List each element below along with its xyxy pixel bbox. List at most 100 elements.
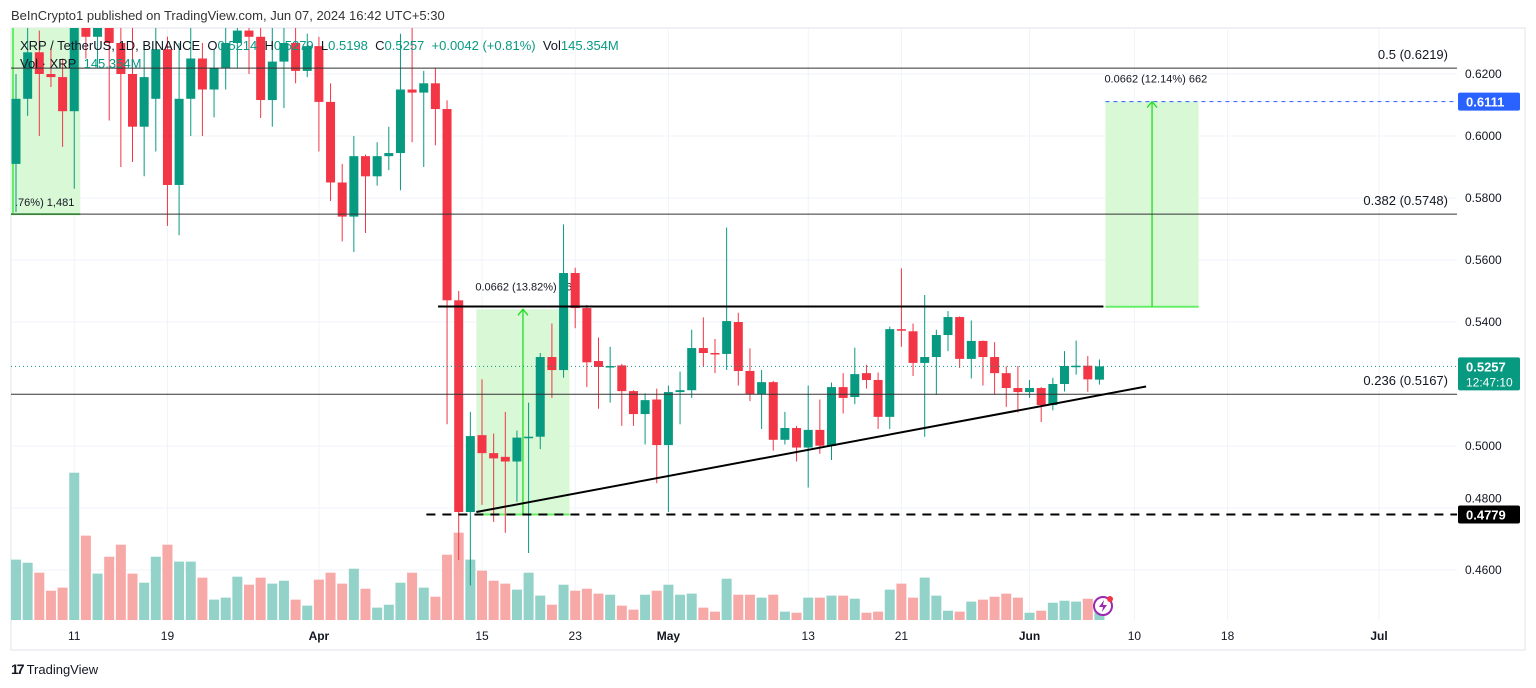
candle-body bbox=[757, 382, 767, 394]
candle-body bbox=[1083, 365, 1093, 380]
candle-body bbox=[407, 89, 417, 93]
candle-body bbox=[722, 321, 732, 354]
candle-body bbox=[174, 98, 184, 185]
legend-symbol[interactable]: XRP / TetherUS, 1D, BINANCE bbox=[20, 38, 201, 53]
volume-bar bbox=[174, 561, 185, 620]
candle-body bbox=[745, 370, 755, 394]
candle-body bbox=[454, 300, 464, 513]
volume-bar bbox=[127, 573, 138, 620]
time-tick-label: 15 bbox=[475, 629, 489, 643]
time-tick-label: Jul bbox=[1370, 629, 1387, 643]
candle-body bbox=[920, 357, 930, 363]
measure-label: 0.0662 (12.14%) 662 bbox=[1104, 74, 1207, 86]
volume-bar bbox=[115, 544, 126, 620]
candle-body bbox=[337, 182, 347, 217]
candle-body bbox=[244, 30, 254, 37]
price-tick-label: 0.5800 bbox=[1465, 191, 1502, 205]
volume-bar bbox=[721, 578, 732, 620]
candle-body bbox=[232, 30, 242, 43]
legend-high-label: H bbox=[264, 38, 274, 53]
volume-bar bbox=[477, 570, 487, 620]
candle-body bbox=[1094, 366, 1104, 380]
volume-bar bbox=[488, 580, 499, 620]
volume-bar bbox=[686, 593, 697, 620]
candle-body bbox=[698, 348, 708, 353]
volume-bar bbox=[209, 599, 220, 620]
legend-vol-label: Vol bbox=[542, 38, 561, 53]
tradingview-logo-text: TradingView bbox=[26, 661, 99, 677]
candle-body bbox=[430, 83, 440, 110]
candle-body bbox=[419, 83, 429, 93]
candle-body bbox=[128, 74, 137, 127]
legend-close: 0.5257 bbox=[384, 38, 425, 53]
volume-bar bbox=[325, 572, 336, 620]
candle-body bbox=[547, 357, 557, 371]
trendline[interactable] bbox=[476, 385, 1147, 514]
candle-body bbox=[931, 335, 941, 358]
candle-body bbox=[617, 365, 627, 392]
time-tick-label: 21 bbox=[895, 629, 909, 643]
time-tick-label: 23 bbox=[569, 629, 583, 643]
lightning-icon[interactable] bbox=[1093, 596, 1113, 616]
candle-body bbox=[279, 43, 289, 62]
candle-body bbox=[873, 379, 883, 417]
legend-vol: 145.354M bbox=[560, 38, 619, 53]
candle-body bbox=[768, 382, 778, 440]
volume-bar bbox=[908, 597, 919, 620]
volume-bar bbox=[1071, 601, 1082, 620]
candle-body bbox=[675, 390, 685, 393]
volume-bar bbox=[395, 582, 406, 620]
price-tick-label: 0.5400 bbox=[1465, 315, 1502, 329]
drawings[interactable]: 0.5 (0.6219) 0.382 (0.5748) 0.236 (0.5167) bbox=[11, 47, 1457, 516]
candle-body bbox=[372, 156, 382, 177]
volume-bar bbox=[1082, 598, 1093, 620]
tradingview-logo-mark: 17 bbox=[11, 661, 25, 677]
volume-bar bbox=[104, 556, 115, 620]
price-tick-label: 0.4600 bbox=[1465, 563, 1502, 577]
volume-bar bbox=[966, 601, 977, 620]
volume-bar bbox=[814, 597, 825, 620]
volume-bar bbox=[756, 597, 767, 620]
time-tick-label: 13 bbox=[802, 629, 816, 643]
candle-body bbox=[605, 366, 615, 368]
candle-body bbox=[81, 28, 91, 37]
arrow-head-icon bbox=[517, 308, 529, 316]
volume-bar bbox=[1024, 612, 1035, 620]
legend-high: 0.5279 bbox=[273, 38, 314, 53]
candle-body bbox=[535, 357, 545, 437]
candle-body bbox=[733, 322, 743, 371]
volume-bar bbox=[570, 590, 581, 620]
candle-body bbox=[827, 387, 836, 446]
candle-body bbox=[221, 43, 231, 68]
volume-bar bbox=[523, 572, 534, 620]
fib-label: 0.382 (0.5748) bbox=[1363, 193, 1448, 208]
candle-body bbox=[326, 101, 336, 183]
candle-body bbox=[465, 436, 475, 513]
volume-bar bbox=[931, 595, 942, 620]
candle-body bbox=[582, 308, 592, 363]
volume-indicator-name[interactable]: Vol · XRP bbox=[20, 56, 77, 71]
volume-bar bbox=[22, 562, 33, 620]
candle-body bbox=[524, 436, 534, 439]
candle-body bbox=[69, 28, 79, 112]
volume-bar bbox=[896, 583, 907, 620]
measure-boxes[interactable]: .76%) 1,481 0.0662 (13.82%) 66 0.0662 (12.… bbox=[10, 12, 1207, 516]
volume-bar bbox=[744, 594, 755, 620]
volume-bar bbox=[919, 577, 930, 620]
fib-label: 0.236 (0.5167) bbox=[1363, 373, 1448, 388]
tradingview-logo[interactable]: 17 TradingView bbox=[11, 661, 98, 677]
candle-body bbox=[197, 58, 207, 90]
candle-body bbox=[652, 399, 662, 446]
volume-bar bbox=[57, 587, 68, 620]
volume-bar bbox=[185, 561, 196, 620]
volume-bar bbox=[360, 588, 371, 620]
candle-body bbox=[302, 46, 312, 71]
time-axis[interactable]: 11 19 Apr 15 23 May 13 21 Jun 10 18 Jul bbox=[68, 629, 1388, 643]
volume-bar bbox=[640, 594, 651, 620]
volume-bar bbox=[1001, 593, 1012, 620]
price-axis[interactable]: 0.6200 0.6000 0.5800 0.5600 0.5400 0.5000 0.48… bbox=[1465, 67, 1502, 577]
candle-body bbox=[291, 43, 301, 71]
volume-bar bbox=[302, 605, 313, 620]
volume-bar bbox=[11, 559, 21, 620]
